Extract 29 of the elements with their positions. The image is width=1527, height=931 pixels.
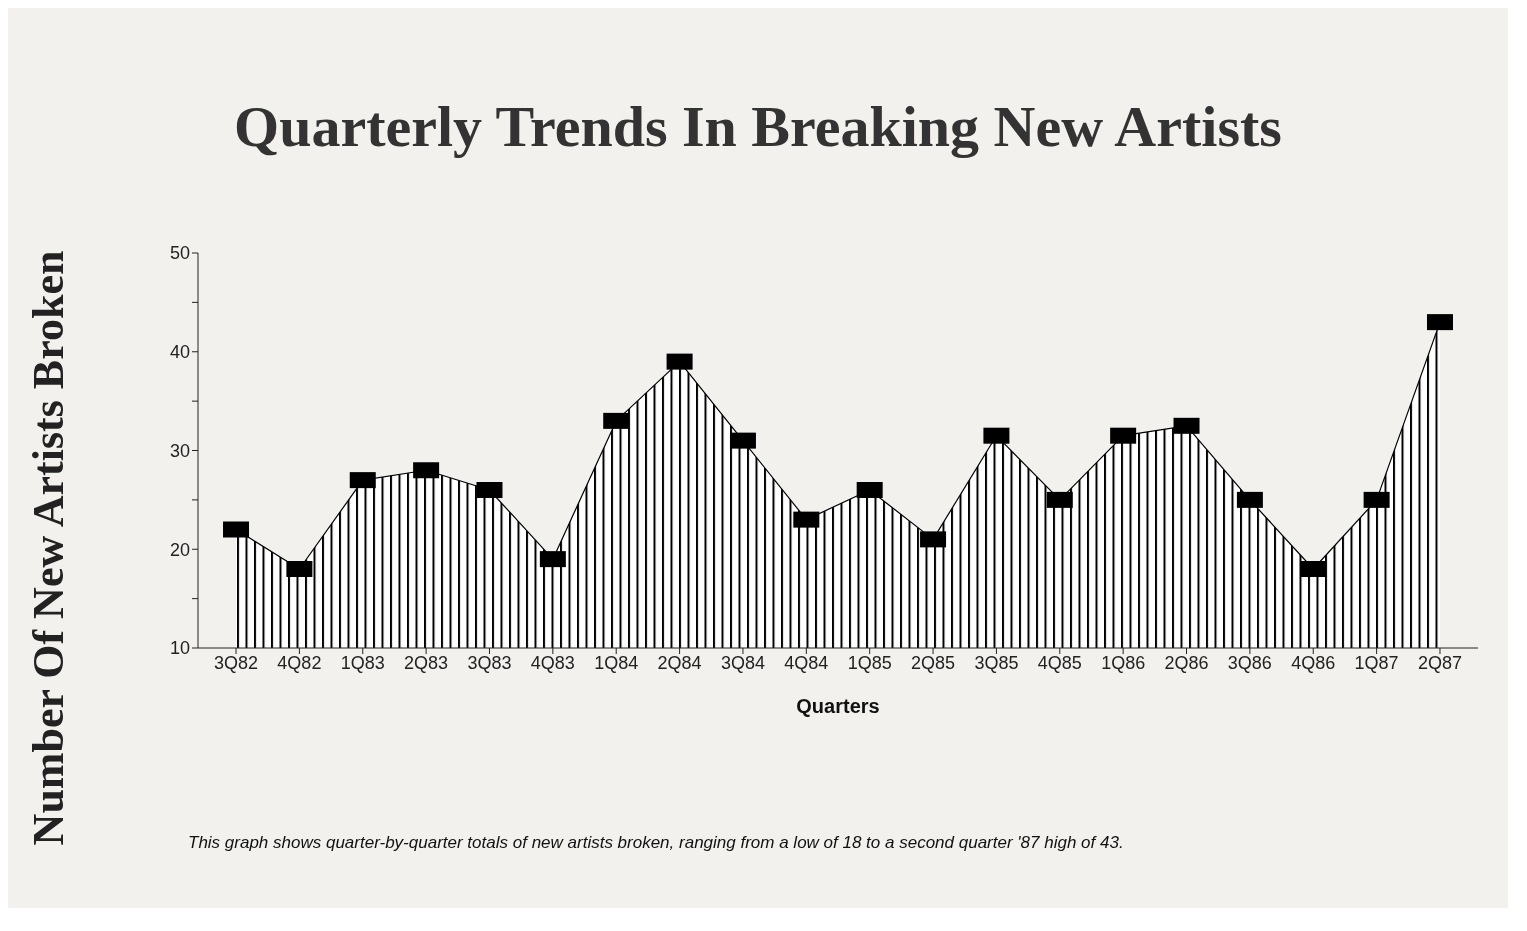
x-tick-label: 1Q84 [594, 652, 639, 673]
x-tick-label: 3Q85 [974, 652, 1019, 673]
x-tick-label: 2Q83 [404, 652, 449, 673]
x-tick-label: 3Q84 [720, 652, 765, 673]
x-tick-label: 1Q85 [847, 652, 892, 673]
y-tick-label: 20 [169, 539, 190, 560]
x-tick-label: 2Q85 [911, 652, 956, 673]
x-tick-label: 2Q86 [1164, 652, 1209, 673]
y-axis-title: Number Of New Artists Broken [22, 250, 74, 846]
x-tick-label: 3Q83 [467, 652, 512, 673]
y-tick-label: 40 [169, 342, 190, 363]
x-tick-label: 2Q87 [1417, 652, 1462, 673]
x-tick-label: 3Q86 [1227, 652, 1272, 673]
text: This graph shows quarter-by-quarter totals of new artists broken, ranging from a low of 18 to a second quarter '87 high of 43. [188, 833, 1124, 853]
x-tick-label: 4Q85 [1037, 652, 1082, 673]
x-tick-label: 2Q84 [657, 652, 702, 673]
y-tick-label: 30 [169, 440, 190, 461]
x-tick-label: 4Q84 [784, 652, 829, 673]
x-tick-label: 1Q86 [1101, 652, 1146, 673]
x-tick-label: 1Q83 [340, 652, 385, 673]
x-tick-label: 3Q82 [214, 652, 259, 673]
x-tick-label: 4Q86 [1291, 652, 1336, 673]
x-axis-title: Quarters [796, 695, 880, 717]
y-tick-label: 10 [169, 638, 190, 659]
y-tick-label: 50 [169, 243, 190, 264]
x-tick-label: 4Q82 [277, 652, 322, 673]
x-tick-label: 1Q87 [1354, 652, 1399, 673]
x-tick-label: 4Q83 [530, 652, 575, 673]
chart-title: Quarterly Trends In Breaking New Artists [233, 93, 1283, 160]
